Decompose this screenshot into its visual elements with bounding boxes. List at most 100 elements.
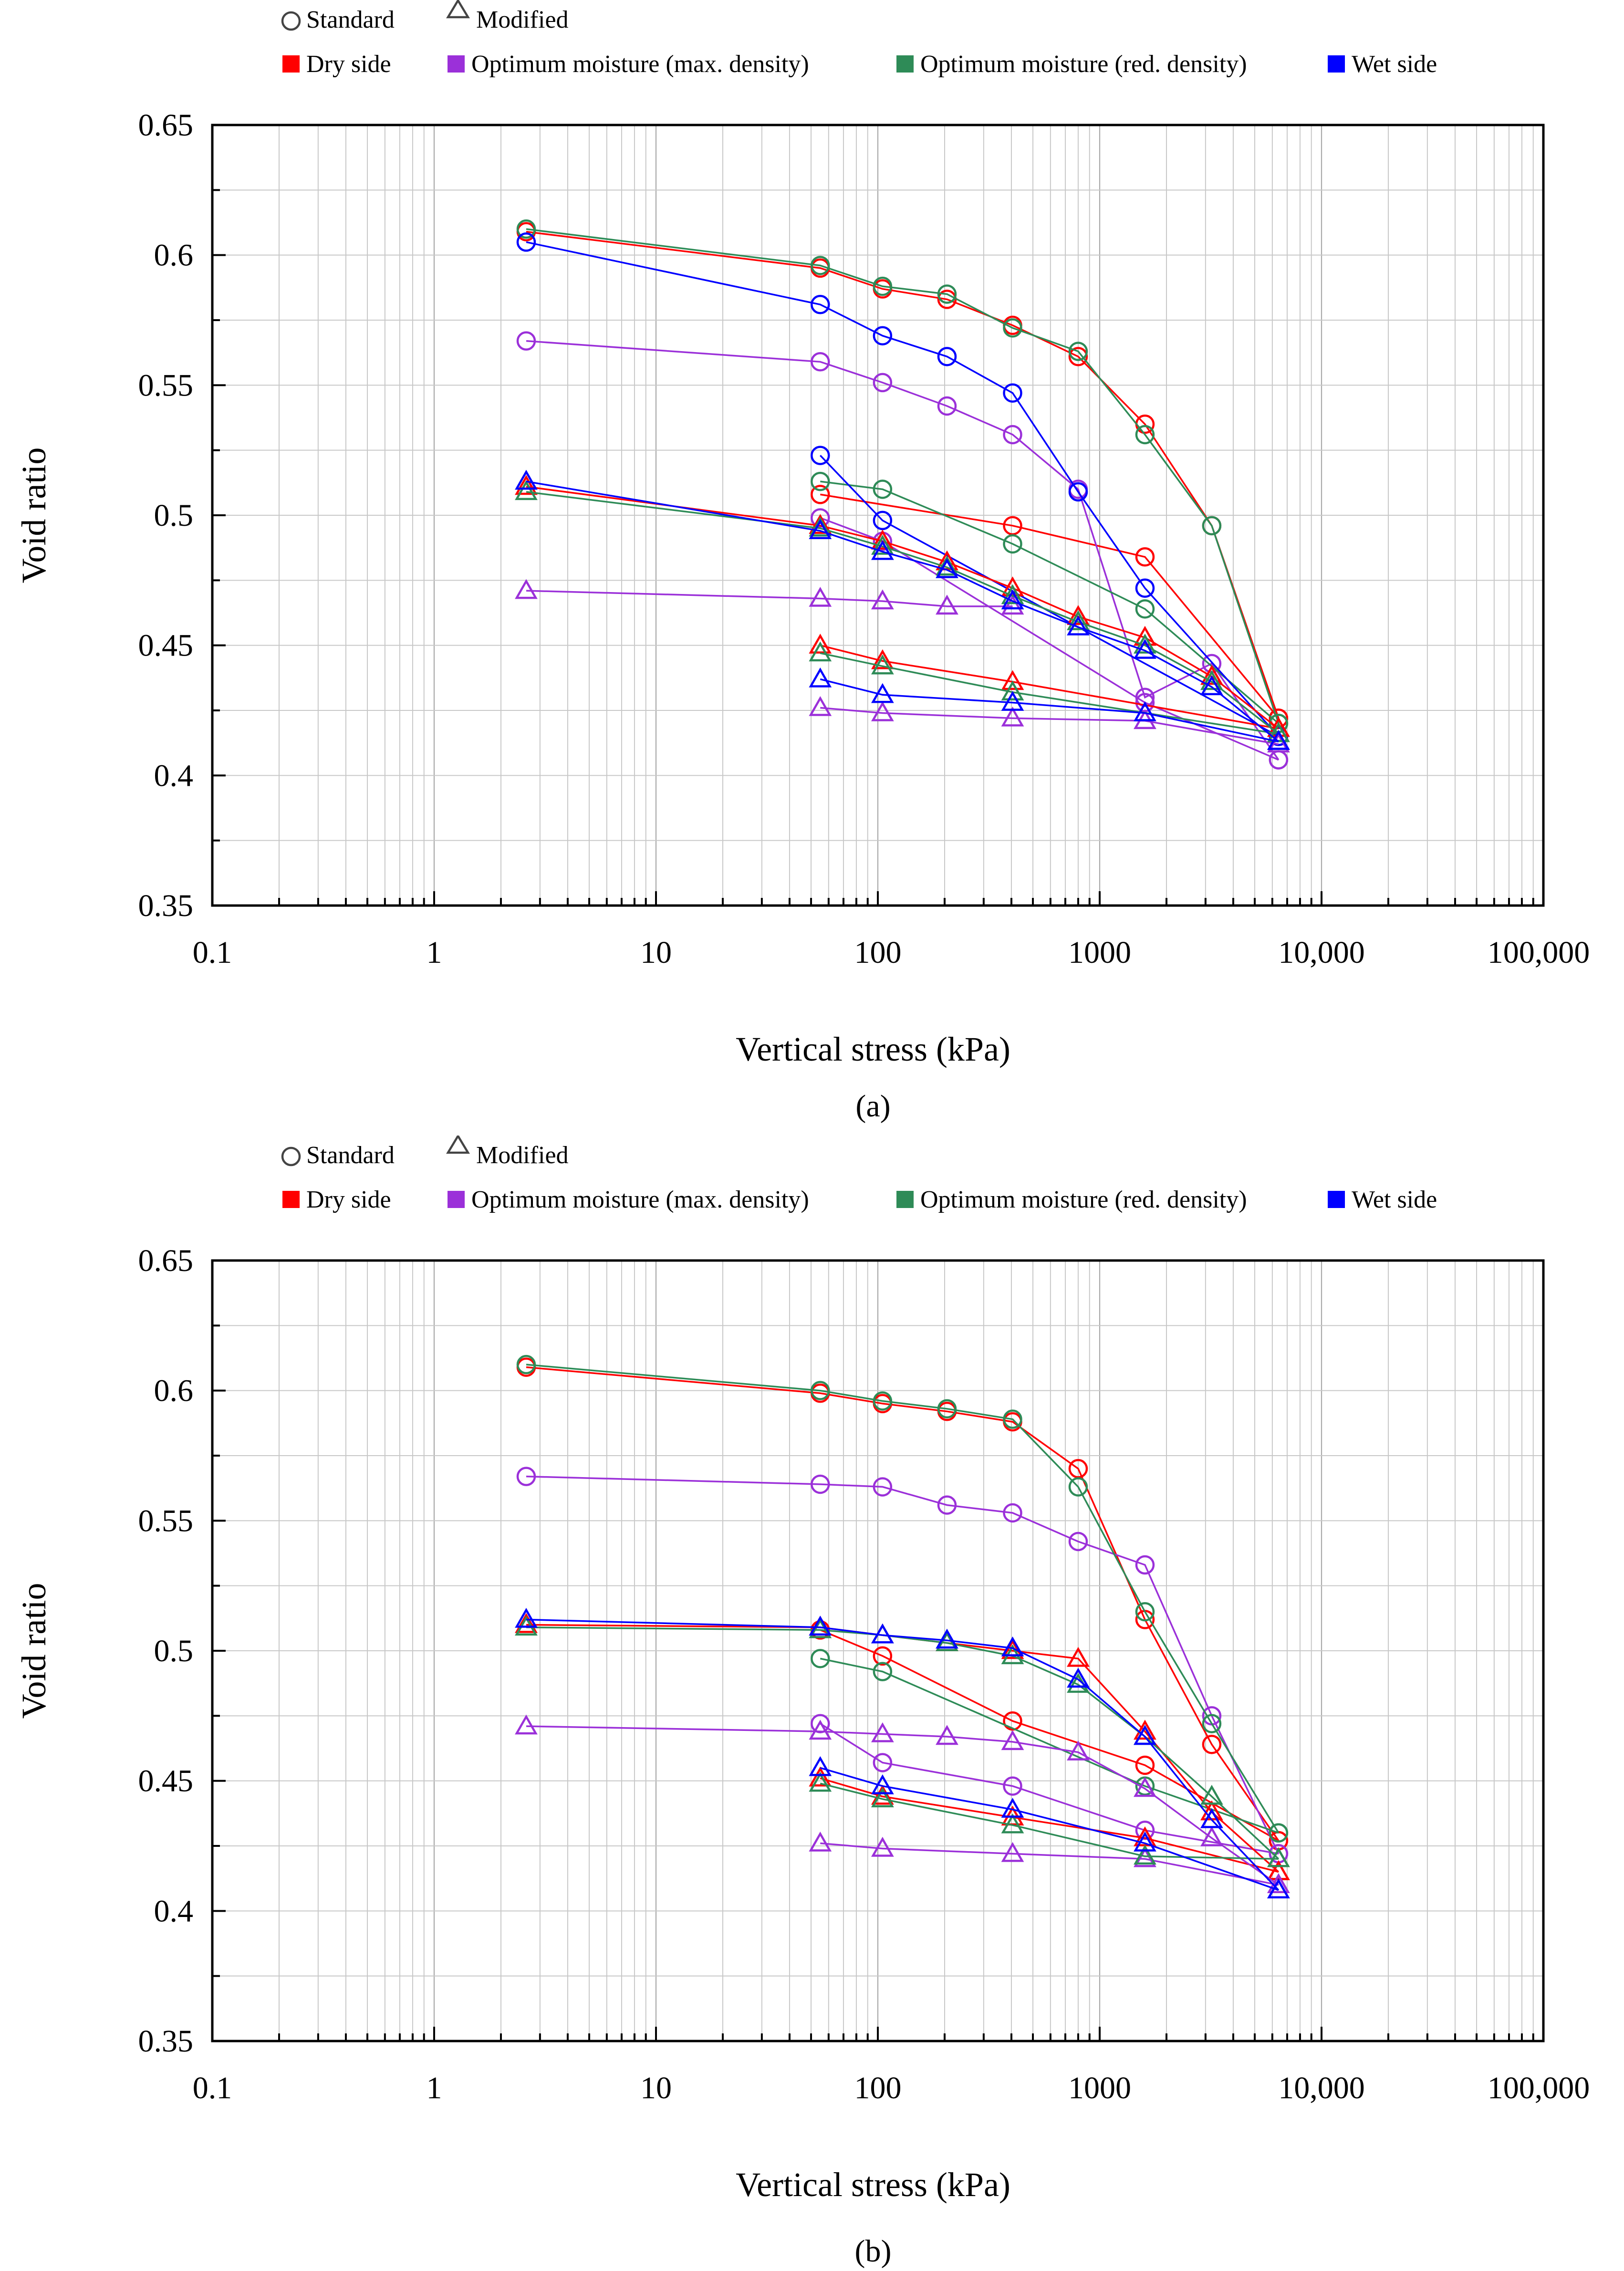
series-line — [526, 340, 1280, 760]
data-point-triangle — [1134, 1719, 1156, 1740]
data-point-circle — [1003, 383, 1022, 403]
data-point-circle — [1003, 534, 1022, 554]
x-tick-label: 10,000 — [1278, 935, 1365, 970]
data-point-circle — [1068, 1531, 1088, 1552]
data-point-triangle — [1267, 732, 1290, 753]
panel-label: (a) — [855, 1089, 890, 1124]
series-group — [811, 508, 1289, 770]
series-group — [516, 1354, 1289, 1843]
data-point-triangle — [1200, 1808, 1223, 1828]
data-point-triangle — [809, 514, 832, 534]
x-tick-label: 100,000 — [1488, 2071, 1590, 2105]
data-point-triangle — [1001, 691, 1024, 711]
data-point-circle — [811, 352, 830, 372]
data-point-circle — [937, 347, 957, 366]
data-point-triangle — [871, 534, 894, 555]
data-point-triangle — [809, 634, 832, 654]
series-group — [811, 471, 1289, 733]
data-point-triangle — [1134, 634, 1156, 654]
data-point-circle — [1135, 578, 1155, 598]
series-line — [820, 1629, 1279, 1842]
data-point-circle — [1135, 547, 1155, 567]
data-point-triangle — [1001, 670, 1024, 690]
x-tick-label: 1 — [427, 935, 442, 970]
data-point-triangle — [809, 1756, 832, 1776]
series-line — [820, 480, 1280, 724]
data-point-triangle — [809, 586, 832, 607]
data-point-circle — [1003, 1711, 1022, 1731]
series-line — [526, 230, 1280, 719]
data-point-triangle — [871, 1787, 894, 1808]
data-point-circle — [873, 1646, 893, 1666]
data-point-triangle — [1067, 610, 1090, 630]
series-line — [526, 1626, 1280, 1860]
series-group — [515, 1608, 1290, 1898]
data-point-circle — [811, 1649, 830, 1668]
chart-b-svg: Standard Modified Dry side Optimum moisture… — [15, 1136, 1590, 2269]
series-line — [526, 1366, 1280, 1842]
data-point-triangle — [1134, 701, 1156, 721]
data-point-circle — [873, 1477, 893, 1497]
data-point-triangle — [1134, 1777, 1156, 1797]
data-point-triangle — [809, 641, 832, 662]
y-tick-label: 0.55 — [138, 368, 194, 403]
x-tick-label: 10 — [640, 2071, 672, 2105]
data-point-triangle — [1200, 1784, 1223, 1805]
legend-modified-label: Modified — [476, 6, 569, 33]
data-point-triangle — [936, 594, 958, 615]
series-line — [526, 480, 1280, 742]
series-group — [516, 232, 1289, 746]
y-tick-label: 0.6 — [154, 238, 194, 273]
series-line — [526, 491, 1279, 735]
data-point-circle — [516, 232, 536, 252]
series-group — [515, 480, 1290, 742]
data-point-circle — [1068, 482, 1088, 502]
axis-ticks — [211, 124, 1544, 906]
data-point-circle — [937, 1399, 957, 1419]
data-point-circle — [1068, 1477, 1088, 1497]
data-point-circle — [1202, 1735, 1222, 1754]
x-tick-label: 0.1 — [193, 2071, 232, 2105]
data-point-triangle — [871, 1722, 894, 1742]
x-axis-title: Vertical stress (kPa) — [736, 1030, 1010, 1068]
data-point-triangle — [936, 1628, 958, 1649]
data-point-triangle — [809, 519, 832, 539]
data-point-triangle — [936, 558, 958, 578]
data-point-triangle — [809, 1615, 832, 1636]
legend-color-label: Wet side — [1352, 1186, 1437, 1213]
legend-color-label: Dry side — [306, 51, 391, 78]
legend-modified-triangle-icon — [446, 0, 470, 19]
data-point-triangle — [809, 696, 832, 716]
series-group — [516, 222, 1289, 728]
data-point-triangle — [871, 654, 894, 675]
data-point-triangle — [871, 1774, 894, 1794]
legend-color-label: Optimum moisture (max. density) — [471, 51, 809, 78]
data-point-triangle — [1067, 1740, 1090, 1761]
data-point-triangle — [1267, 729, 1290, 750]
data-point-circle — [811, 485, 830, 504]
y-tick-label: 0.35 — [138, 2024, 194, 2059]
data-point-circle — [937, 396, 957, 416]
data-point-triangle — [1200, 1826, 1223, 1846]
x-tick-label: 1000 — [1068, 935, 1131, 970]
data-point-triangle — [1134, 1844, 1156, 1865]
x-tick-label: 1000 — [1068, 2071, 1131, 2105]
y-tick-label: 0.45 — [138, 628, 194, 663]
data-point-circle — [811, 256, 830, 275]
data-point-circle — [1269, 1823, 1289, 1843]
series-line — [820, 1767, 1279, 1891]
series-line — [820, 1723, 1279, 1855]
data-point-triangle — [1001, 1813, 1024, 1833]
data-point-circle — [516, 1467, 536, 1486]
series-group — [516, 1357, 1289, 1851]
y-tick-label: 0.4 — [154, 758, 194, 793]
legend-color-swatch — [282, 55, 300, 73]
y-tick-label: 0.65 — [138, 108, 194, 143]
legend: Standard Modified Dry side Optimum moisture… — [281, 0, 1437, 78]
data-point-circle — [1202, 1714, 1222, 1733]
data-point-triangle — [1200, 670, 1223, 690]
data-point-circle — [873, 1391, 893, 1411]
data-point-triangle — [515, 579, 538, 599]
legend-color-label: Wet side — [1352, 51, 1437, 78]
data-point-circle — [1202, 516, 1222, 536]
